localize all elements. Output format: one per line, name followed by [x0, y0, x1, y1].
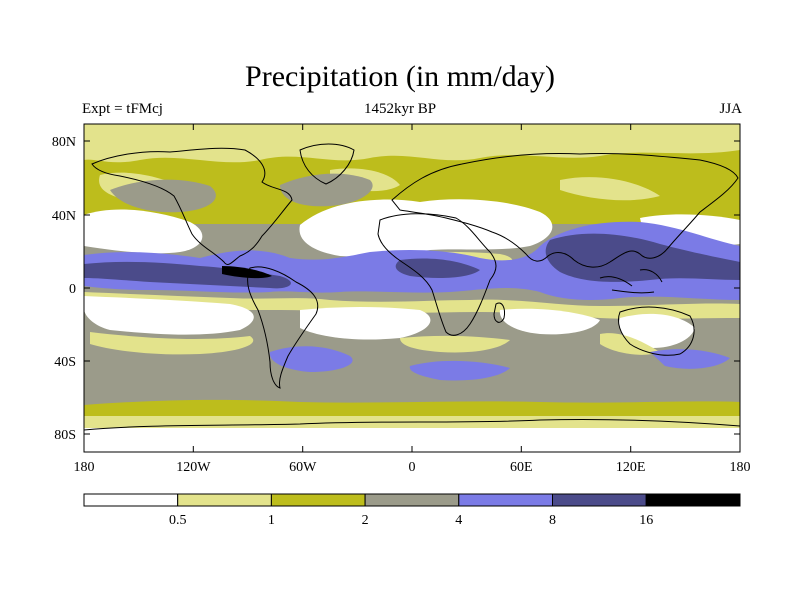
coast-north-america: [91, 147, 293, 265]
storm-track-atlantic: [280, 173, 373, 207]
y-tick-label: 80S: [54, 428, 76, 443]
x-tick-labels: 180 120W 60W 0 60E 120E 180: [74, 460, 751, 475]
southern-olive-band: [84, 399, 740, 420]
x-tick-label: 120E: [616, 460, 646, 475]
y-tick-label: 40N: [52, 209, 76, 224]
coast-south-america: [247, 266, 319, 389]
time-label: 1452kyr BP: [363, 101, 437, 117]
coast-antarctica: [84, 418, 740, 431]
dry-south-indian: [499, 308, 600, 335]
southern-storm-track: [269, 346, 730, 381]
colorbar-label: 8: [549, 513, 556, 528]
coast-greenland: [299, 143, 355, 185]
colorbar: 0.5 1 2 4 8 16: [83, 493, 741, 528]
colorbar-label: 1: [268, 513, 275, 528]
y-tick-label: 0: [69, 282, 76, 297]
itcz-yellow-fringe: [84, 292, 740, 319]
x-tick-label: 180: [730, 460, 751, 475]
coast-madagascar: [493, 302, 505, 323]
coastlines: [84, 143, 740, 431]
colorbar-box: [552, 493, 647, 507]
colorbar-box: [270, 493, 366, 507]
colorbar-label: 16: [639, 513, 653, 528]
x-tick-label: 0: [409, 460, 416, 475]
colorbar-box: [83, 493, 179, 507]
itcz-max: [222, 266, 272, 279]
coast-africa: [377, 213, 497, 336]
season-label: JJA: [719, 101, 742, 117]
x-tick-label: 120W: [176, 460, 211, 475]
south-yellow-patches: [90, 332, 660, 355]
y-tick-labels: 80N 40N 0 40S 80S: [52, 135, 76, 443]
colorbar-box: [645, 493, 741, 507]
dry-south-pacific: [84, 296, 254, 335]
north-yellow-patches: [99, 168, 661, 204]
experiment-label: Expt = tFMcj: [82, 101, 163, 117]
colorbar-label: 2: [362, 513, 369, 528]
band-north-yellow: [84, 124, 740, 163]
coast-maritime-continent: [599, 269, 663, 294]
axis-ticks: [83, 124, 741, 452]
dry-north-pacific: [84, 209, 203, 254]
y-tick-label: 80N: [52, 135, 76, 150]
x-tick-label: 180: [74, 460, 95, 475]
y-tick-label: 40S: [54, 355, 76, 370]
storm-track-pacific: [110, 179, 216, 213]
dry-south-atlantic: [300, 307, 431, 340]
colorbar-label: 0.5: [169, 513, 187, 528]
colorbar-box: [458, 493, 553, 507]
colorbar-label: 4: [455, 513, 462, 528]
coast-australia: [617, 306, 695, 356]
x-tick-label: 60E: [510, 460, 533, 475]
dry-australia: [618, 313, 695, 348]
coast-eurasia: [391, 152, 739, 268]
dry-north-atlantic-sahara: [299, 199, 553, 257]
precipitation-field: [84, 124, 740, 452]
colorbar-box: [177, 493, 272, 507]
x-tick-label: 60W: [289, 460, 317, 475]
colorbar-box: [364, 493, 460, 507]
map-title: Precipitation (in mm/day): [245, 60, 555, 93]
